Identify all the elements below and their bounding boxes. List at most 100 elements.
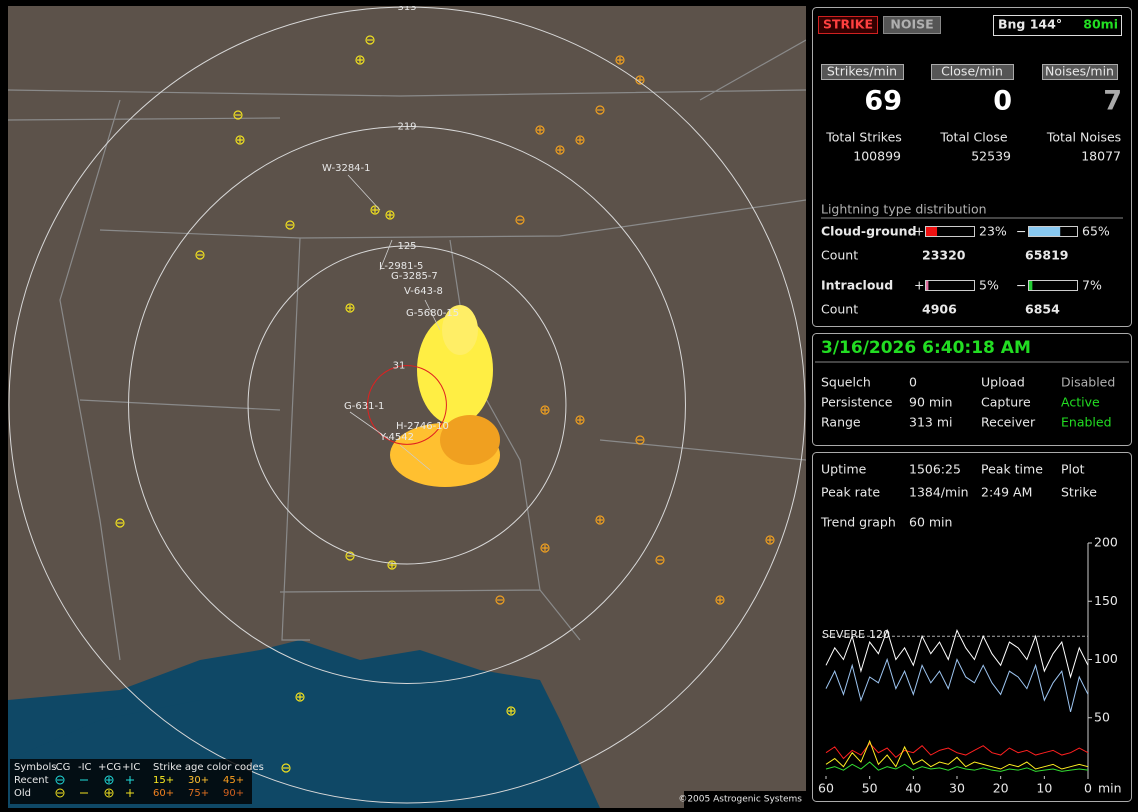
- bar-frame: [925, 280, 975, 291]
- age-code: 90+: [223, 788, 244, 799]
- count: 65819: [1025, 248, 1069, 263]
- map: 313 219 125 31 W-3284-1 L-2981-5 G-3285-7 V…: [8, 2, 806, 808]
- sign: −: [1016, 278, 1026, 293]
- noise-button[interactable]: [883, 16, 941, 34]
- distribution-title: Lightning type distribution: [821, 202, 987, 217]
- setting: Range: [821, 415, 861, 430]
- x-tick-label: 10: [1036, 781, 1052, 796]
- setting: 313 mi: [909, 415, 952, 430]
- total-label: Total Noises: [1046, 130, 1121, 145]
- stat: Peak time: [981, 462, 1043, 477]
- trend-label: Trend graph: [820, 515, 896, 530]
- storm-label: H-2746-10: [396, 421, 449, 432]
- setting: Disabled: [1061, 375, 1115, 390]
- stat: 2:49 AM: [981, 485, 1032, 500]
- total-label: Total Close: [939, 130, 1008, 145]
- total-value: 18077: [1081, 149, 1121, 164]
- counter-label: Strikes/min: [827, 64, 897, 79]
- counter-value: 69: [864, 86, 902, 117]
- percent: 5%: [979, 278, 999, 293]
- noise-label: NOISE: [890, 17, 933, 32]
- sign: +: [914, 278, 924, 293]
- copyright: ©2005 Astrogenic Systems: [678, 795, 802, 805]
- x-unit: min: [1098, 781, 1122, 796]
- storm-label: L-2981-5: [379, 261, 423, 272]
- setting: Receiver: [981, 415, 1036, 430]
- counter-header: [931, 64, 1014, 80]
- sign: −: [1016, 224, 1026, 239]
- stat: Plot: [1061, 462, 1085, 477]
- range-ring: [8, 6, 806, 804]
- age-code: 30+: [188, 775, 209, 786]
- clock: 3/16/2026 6:40:18 AM: [821, 338, 1031, 358]
- counter-label: Noises/min: [1045, 64, 1114, 79]
- storm-label: W-3284-1: [322, 163, 371, 174]
- trend-line: [825, 742, 1089, 760]
- counter-value: 0: [993, 86, 1012, 117]
- setting: Squelch: [821, 375, 871, 390]
- setting: Upload: [981, 375, 1025, 390]
- setting: 90 min: [909, 395, 952, 410]
- legend-text: Old: [14, 788, 31, 799]
- storm-label: G-3285-7: [391, 271, 438, 282]
- bar-frame: [1028, 280, 1078, 291]
- range-ring: [367, 365, 447, 445]
- bearing: Bng 144°: [998, 17, 1062, 32]
- trend-line: [825, 628, 1089, 679]
- bar-frame: [925, 226, 975, 237]
- y-tick-label: 200: [1094, 535, 1118, 550]
- stat: 1384/min: [909, 485, 969, 500]
- counter-label: Close/min: [941, 64, 1003, 79]
- count-label: Count: [821, 248, 858, 263]
- legend-text: Strike age color codes: [153, 762, 264, 773]
- trend-panel: Uptime 1506:25 Peak time Plot Peak rate 1384/…: [812, 452, 1132, 802]
- count: 23320: [922, 248, 966, 263]
- stat: Peak rate: [821, 485, 880, 500]
- legend: Symbols -CG -IC +CG +IC Strike age color…: [10, 759, 264, 804]
- x-tick-label: 0: [1084, 781, 1092, 796]
- bar: [1029, 281, 1033, 290]
- x-tick-label: 50: [862, 781, 878, 796]
- status-panel: STRIKE NOISE Bng 144° 80mi Strikes/min 69…: [812, 7, 1132, 327]
- setting: 0: [909, 375, 917, 390]
- bar: [926, 281, 929, 290]
- storm-label: G-631-1: [344, 401, 384, 412]
- bar: [1029, 227, 1061, 236]
- range-label: 219: [397, 122, 416, 133]
- storm-label: V-643-8: [404, 286, 443, 297]
- stat: Strike: [1061, 485, 1097, 500]
- range-ring: [247, 245, 567, 565]
- trend-line: [825, 739, 1089, 770]
- y-tick-label: 100: [1094, 651, 1118, 666]
- type-name: Cloud-ground: [821, 224, 917, 239]
- y-tick-label: 50: [1094, 709, 1110, 724]
- total-value: 100899: [853, 149, 901, 164]
- percent: 65%: [1082, 224, 1110, 239]
- y-tick-label: 150: [1094, 593, 1118, 608]
- x-tick-label: 20: [993, 781, 1009, 796]
- setting: Persistence: [821, 395, 893, 410]
- storm-label: Y-4542: [379, 432, 414, 443]
- range-label: 313: [397, 2, 416, 13]
- total-label: Total Strikes: [825, 130, 902, 145]
- stat: Uptime: [821, 462, 867, 477]
- trend-span: 60 min: [909, 515, 952, 530]
- trend-line: [825, 657, 1089, 713]
- counter-header: [1042, 64, 1118, 80]
- percent: 7%: [1082, 278, 1102, 293]
- counter-header: [821, 64, 904, 80]
- x-tick-label: 60: [818, 781, 834, 796]
- range-label: 125: [397, 241, 416, 252]
- counter-value: 7: [1103, 86, 1122, 117]
- age-code: 45+: [223, 775, 244, 786]
- strike-button[interactable]: [818, 16, 878, 34]
- count: 6854: [1025, 302, 1060, 317]
- type-name: Intracloud: [821, 278, 893, 293]
- severe-label: SEVERE: [822, 628, 865, 641]
- setting: Enabled: [1061, 415, 1112, 430]
- strike-label: STRIKE: [823, 17, 873, 32]
- bar: [926, 227, 938, 236]
- legend-text: Recent: [14, 775, 49, 786]
- storm-label: G-5680-15: [406, 308, 459, 319]
